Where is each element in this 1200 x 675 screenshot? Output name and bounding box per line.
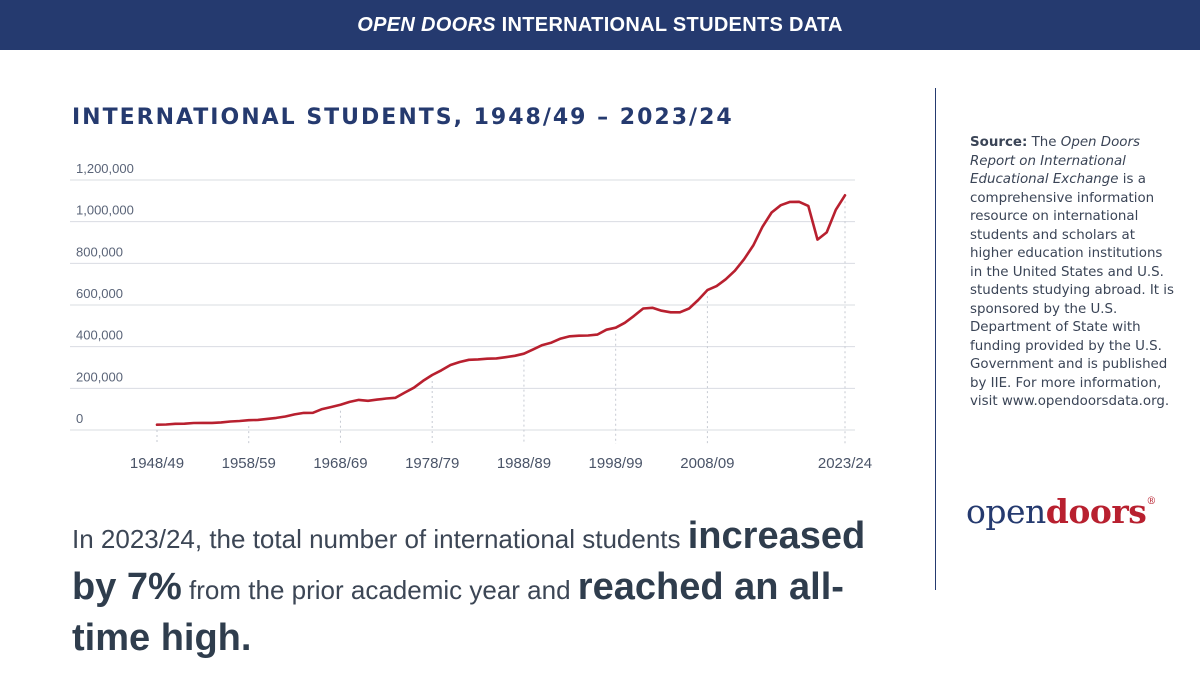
y-axis-ticks: 0 200,000 400,000 600,000 800,000 1,000,000 1,… <box>76 161 134 426</box>
y-tick-label: 1,000,000 <box>76 203 134 218</box>
headline-statement: In 2023/24, the total number of internat… <box>72 512 902 665</box>
headline-emphasis-increase: increased by 7% <box>72 515 866 608</box>
y-tick-label: 0 <box>76 411 83 426</box>
source-label: Source: <box>970 135 1028 150</box>
header-bar: OPEN DOORS INTERNATIONAL STUDENTS DATA <box>0 0 1200 50</box>
y-tick-label: 600,000 <box>76 286 123 301</box>
header-title-italic: OPEN DOORS <box>357 14 496 36</box>
y-tick-label: 400,000 <box>76 328 123 343</box>
y-tick-label: 1,200,000 <box>76 161 134 176</box>
y-tick-label: 800,000 <box>76 244 123 259</box>
x-tick-label: 1968/69 <box>313 455 367 472</box>
headline-part2: from the prior academic year and <box>181 575 578 605</box>
source-report-name: Open Doors Report on International Educa… <box>970 135 1140 187</box>
source-text-2: is a comprehensive information resource … <box>970 172 1175 409</box>
x-tick-label: 1978/79 <box>405 455 459 472</box>
x-tick-label: 2008/09 <box>680 455 734 472</box>
vertical-divider <box>935 88 936 590</box>
x-tick-guides <box>156 201 846 444</box>
x-axis-ticks: 1948/49 1958/59 1968/69 1978/79 1988/89 1998/… <box>130 455 872 472</box>
headline-emphasis-high: reached an all-time high. <box>72 566 844 659</box>
x-tick-label: 2023/24 <box>818 455 872 472</box>
x-tick-label: 1948/49 <box>130 455 184 472</box>
x-tick-label: 1988/89 <box>497 455 551 472</box>
line-chart: 0 200,000 400,000 600,000 800,000 1,000,000 1,… <box>70 161 872 472</box>
gridlines <box>70 179 855 431</box>
logo-part-open: open <box>966 492 1046 531</box>
series-line-international-students <box>155 194 847 426</box>
logo-part-doors: doors <box>1045 492 1147 531</box>
y-tick-label: 200,000 <box>76 369 123 384</box>
header-title-rest: INTERNATIONAL STUDENTS DATA <box>495 14 843 36</box>
source-note: Source: The Open Doors Report on Interna… <box>970 134 1175 412</box>
source-text-1: The <box>1027 135 1061 150</box>
x-tick-label: 1998/99 <box>589 455 643 472</box>
chart-title: INTERNATIONAL STUDENTS, 1948/49 – 2023/2… <box>72 105 734 130</box>
x-tick-label: 1958/59 <box>222 455 276 472</box>
opendoors-logo: opendoors® <box>966 492 1156 531</box>
headline-part1: In 2023/24, the total number of internat… <box>72 524 688 554</box>
logo-registered-mark: ® <box>1146 496 1156 507</box>
